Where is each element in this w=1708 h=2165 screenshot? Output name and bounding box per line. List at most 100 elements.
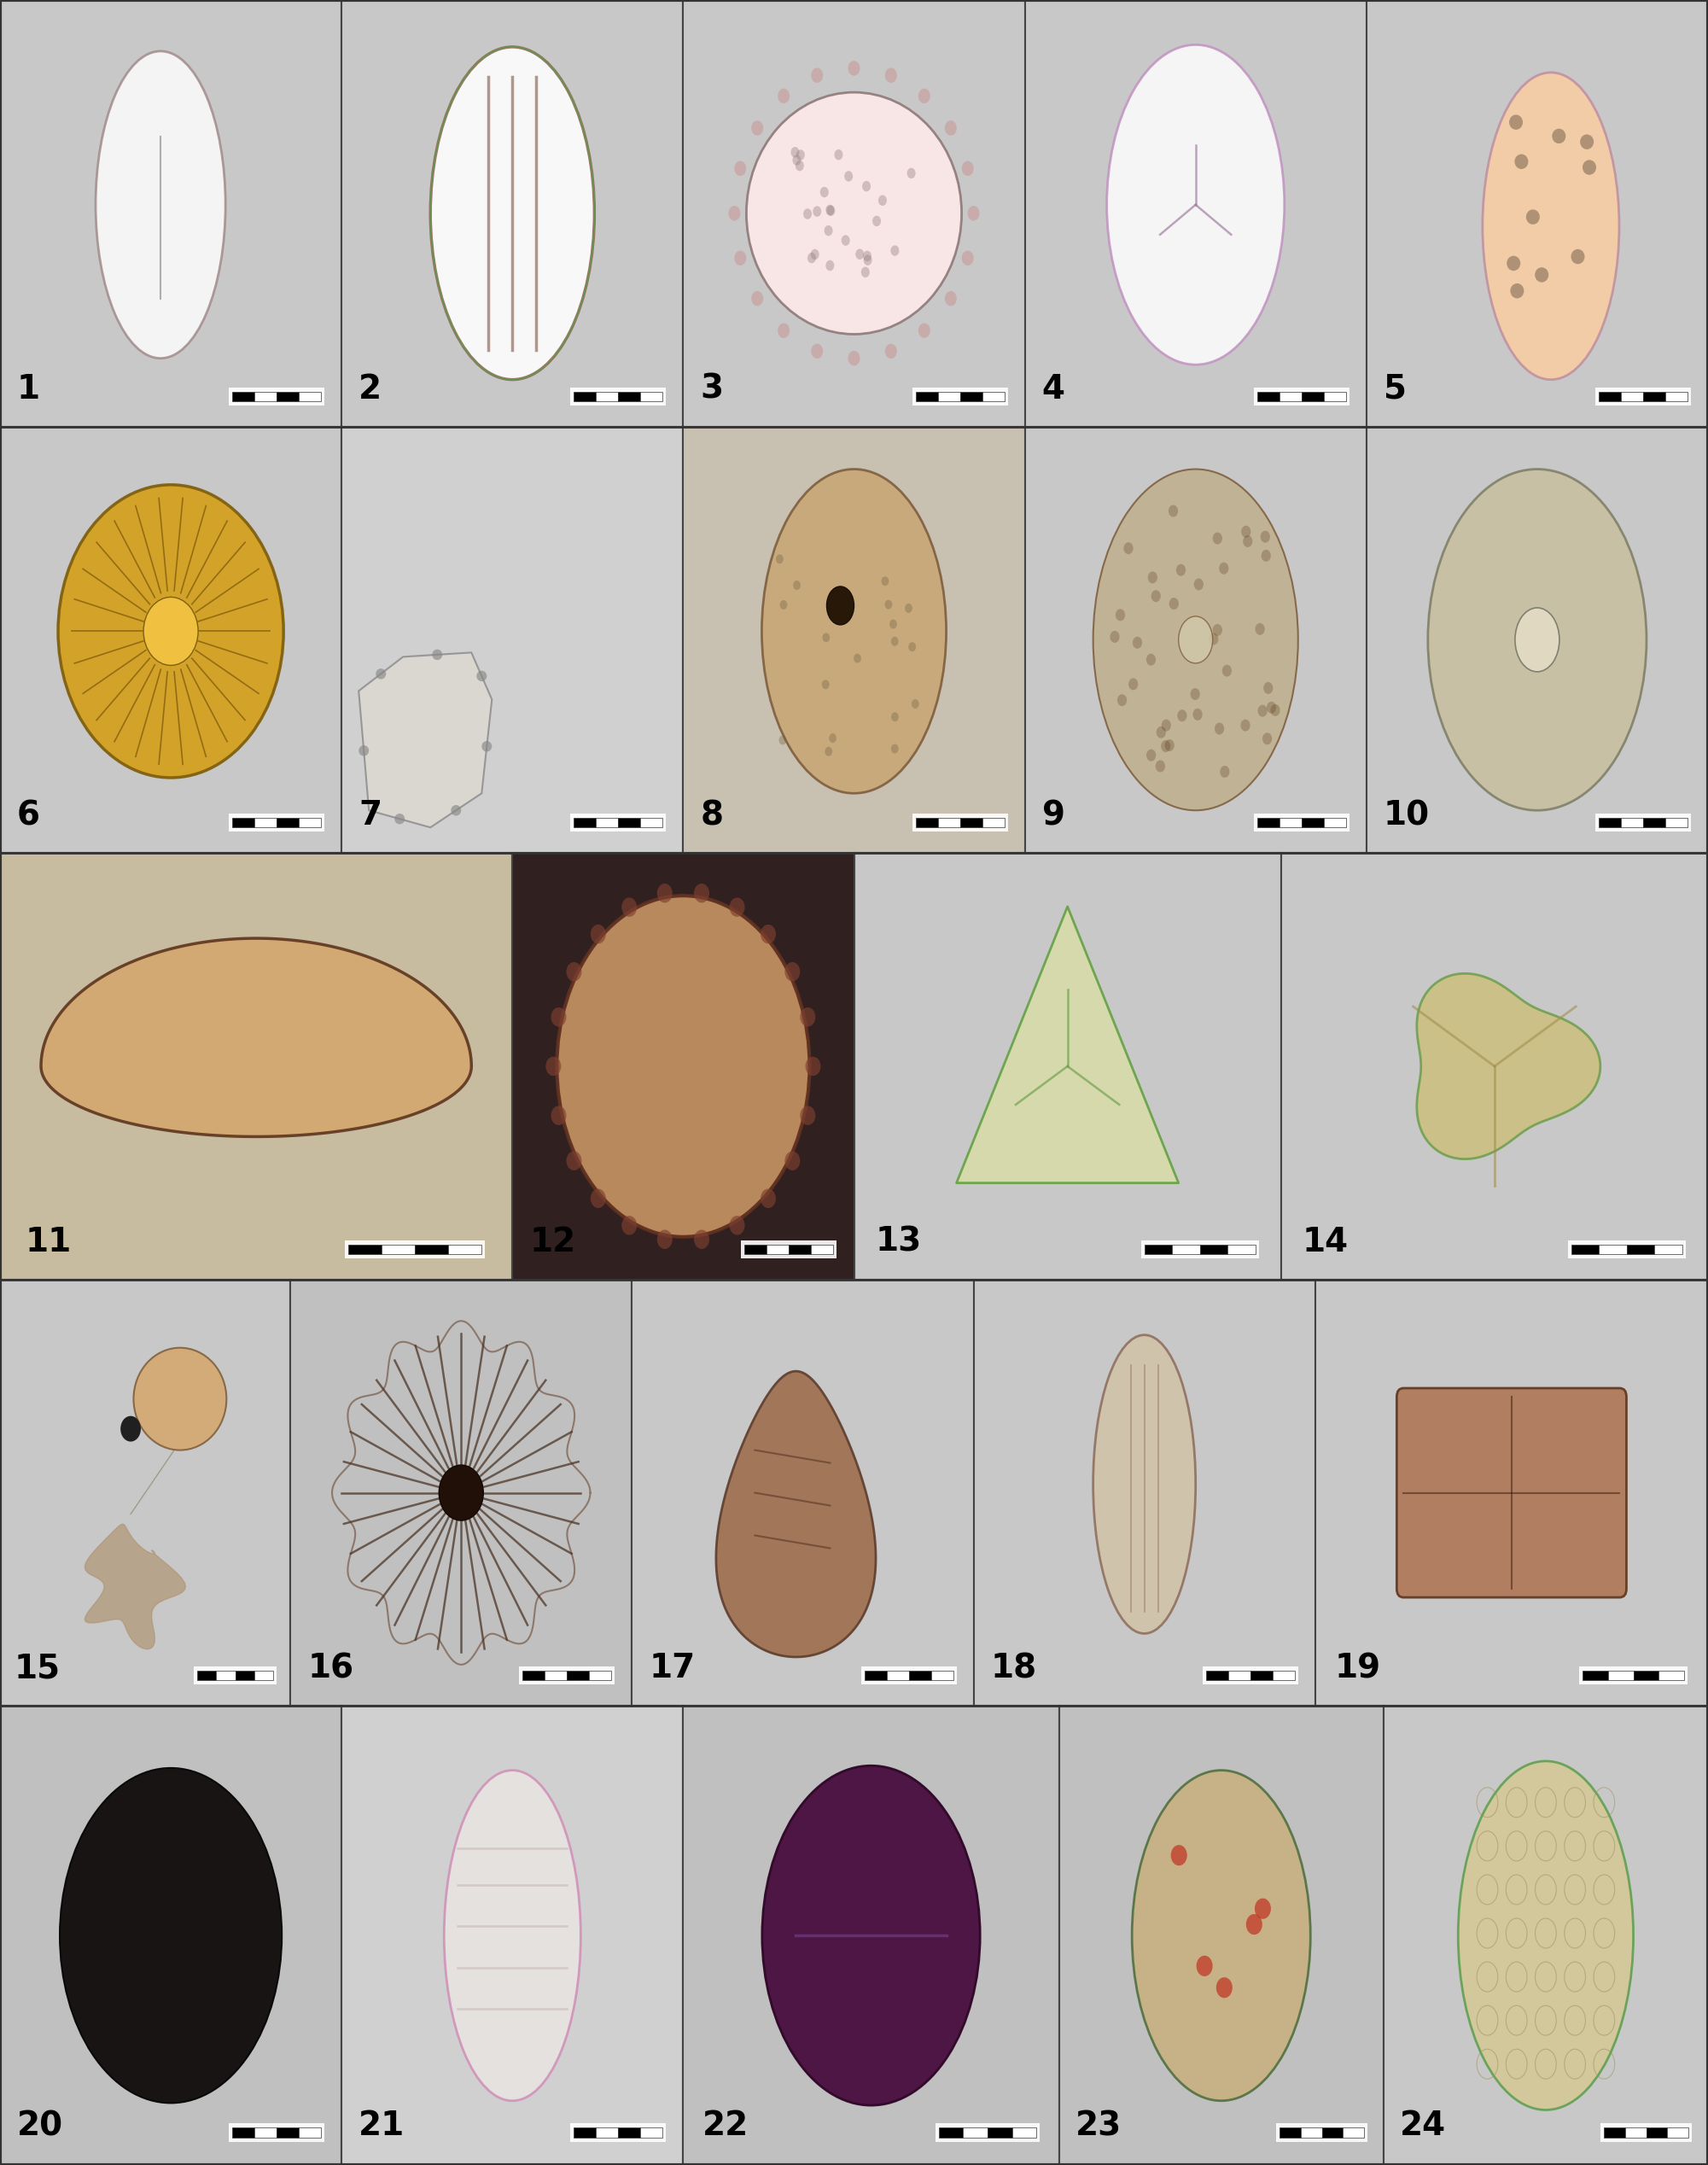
Bar — [1568, 1241, 1686, 1258]
Bar — [854, 853, 1281, 1280]
Bar — [229, 2124, 325, 2141]
Ellipse shape — [1165, 738, 1175, 751]
Ellipse shape — [1209, 632, 1218, 645]
Polygon shape — [85, 1524, 186, 1650]
Ellipse shape — [1506, 255, 1520, 271]
Bar — [811, 1245, 834, 1254]
Ellipse shape — [734, 160, 746, 175]
Bar — [1141, 1241, 1259, 1258]
Ellipse shape — [121, 1416, 140, 1442]
Text: 8: 8 — [700, 799, 722, 831]
Text: 20: 20 — [17, 2109, 63, 2141]
Bar — [299, 392, 321, 401]
Bar — [1257, 392, 1279, 401]
Bar — [1621, 818, 1643, 827]
Bar — [1643, 818, 1665, 827]
Ellipse shape — [825, 260, 834, 271]
Ellipse shape — [395, 814, 405, 825]
Bar — [1621, 392, 1643, 401]
Bar — [229, 814, 325, 831]
Bar — [523, 1671, 545, 1680]
Bar — [232, 818, 254, 827]
Ellipse shape — [864, 255, 873, 266]
Ellipse shape — [591, 1189, 606, 1208]
Bar — [1658, 1671, 1684, 1680]
Ellipse shape — [967, 206, 980, 221]
Bar — [299, 2128, 321, 2137]
Bar — [1315, 1280, 1708, 1706]
Ellipse shape — [622, 1217, 637, 1234]
Ellipse shape — [849, 61, 861, 76]
Ellipse shape — [863, 251, 871, 262]
Ellipse shape — [1093, 1336, 1196, 1635]
Ellipse shape — [890, 245, 898, 255]
Text: 17: 17 — [649, 1652, 695, 1684]
Ellipse shape — [827, 206, 835, 217]
Ellipse shape — [1110, 630, 1119, 643]
Bar — [864, 1671, 886, 1680]
Bar — [912, 388, 1008, 405]
Ellipse shape — [1132, 637, 1143, 650]
Ellipse shape — [799, 1007, 815, 1026]
Bar — [1667, 2128, 1689, 2137]
Bar — [1366, 0, 1708, 427]
Bar — [1571, 1245, 1599, 1254]
Ellipse shape — [885, 344, 897, 359]
Bar — [342, 0, 683, 427]
Bar — [915, 818, 938, 827]
Ellipse shape — [1170, 598, 1179, 611]
Ellipse shape — [1177, 710, 1187, 721]
Bar — [519, 1667, 615, 1684]
Text: 18: 18 — [991, 1652, 1037, 1684]
Bar — [574, 818, 596, 827]
Ellipse shape — [811, 67, 823, 82]
Ellipse shape — [1247, 1914, 1262, 1936]
Bar — [789, 1245, 811, 1254]
Bar — [229, 388, 325, 405]
Bar — [1254, 814, 1349, 831]
Ellipse shape — [863, 182, 871, 191]
Bar — [1301, 392, 1324, 401]
Bar — [254, 1671, 273, 1680]
Bar — [277, 392, 299, 401]
Ellipse shape — [945, 121, 956, 136]
Polygon shape — [41, 937, 471, 1137]
Ellipse shape — [827, 587, 854, 626]
Ellipse shape — [1261, 550, 1271, 561]
Text: 1: 1 — [17, 372, 41, 405]
Bar — [277, 2128, 299, 2137]
Bar — [567, 1671, 589, 1680]
Ellipse shape — [1161, 740, 1170, 751]
Bar — [1626, 2128, 1647, 2137]
Text: 9: 9 — [1042, 799, 1064, 831]
Ellipse shape — [777, 89, 789, 104]
Text: 13: 13 — [874, 1225, 922, 1258]
Ellipse shape — [1459, 1760, 1633, 2111]
Bar — [683, 427, 1025, 853]
Bar — [1279, 392, 1301, 401]
Bar — [596, 818, 618, 827]
Bar — [963, 2128, 987, 2137]
Ellipse shape — [1194, 578, 1204, 591]
Ellipse shape — [477, 671, 487, 682]
Bar — [596, 392, 618, 401]
Bar — [1301, 818, 1324, 827]
Ellipse shape — [1107, 45, 1284, 364]
Ellipse shape — [881, 576, 888, 587]
Ellipse shape — [909, 643, 915, 652]
Bar — [570, 814, 666, 831]
Ellipse shape — [762, 470, 946, 792]
Text: 6: 6 — [17, 799, 39, 831]
Ellipse shape — [892, 712, 898, 721]
Ellipse shape — [784, 1152, 799, 1171]
Bar — [1643, 392, 1665, 401]
Bar — [195, 1667, 277, 1684]
Bar — [0, 1706, 342, 2165]
Bar — [618, 2128, 640, 2137]
Bar — [1281, 853, 1708, 1280]
Ellipse shape — [962, 251, 974, 266]
Text: 3: 3 — [700, 372, 724, 405]
Ellipse shape — [96, 52, 225, 357]
Bar — [1366, 427, 1708, 853]
Ellipse shape — [907, 169, 915, 178]
